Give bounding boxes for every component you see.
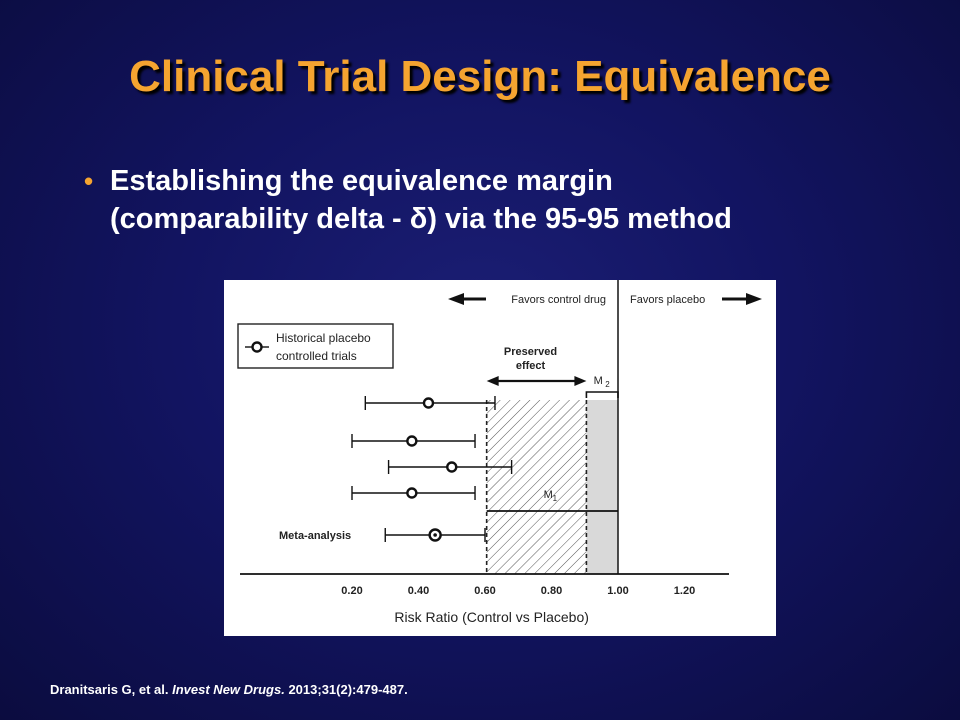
preserved-effect-arrow-right (574, 376, 587, 386)
preserved-effect-label-line-1: Preserved (504, 346, 557, 358)
forest-plot-figure: Favors control drug Favors placebo Histor… (224, 280, 776, 636)
citation: Dranitsaris G, et al. Invest New Drugs. … (50, 682, 408, 697)
x-tick-label-6: 1.20 (674, 585, 695, 597)
trial-2-estimate-marker (406, 435, 418, 447)
bullet-line-1: Establishing the equivalence margin (110, 165, 613, 197)
bullet-line-2: (comparability delta - δ) via the 95-95 … (110, 203, 732, 235)
citation-authors: Dranitsaris G, et al. (50, 682, 169, 697)
citation-reference: 2013;31(2):479-487. (288, 682, 408, 697)
m2-region (586, 400, 618, 574)
trial-1-estimate-marker (422, 397, 435, 409)
forest-plot-chart: Favors control drug Favors placebo Histor… (237, 280, 762, 625)
m2-label-subscript: 2 (605, 380, 610, 389)
preserved-effect-region (486, 400, 587, 574)
x-tick-label-1: 0.20 (341, 585, 362, 597)
legend-label-line-1: Historical placebo (276, 331, 371, 345)
x-tick-label-5: 1.00 (607, 585, 628, 597)
legend-box (237, 323, 394, 369)
x-axis-label: Risk Ratio (Control vs Placebo) (394, 609, 589, 625)
meta-analysis-estimate-dot (433, 533, 437, 537)
favors-placebo-arrow-head (746, 293, 762, 305)
favors-control-arrow-head (448, 293, 464, 305)
bullet-marker: • (84, 166, 94, 196)
preserved-effect-arrow-left (486, 376, 499, 386)
m1-label-subscript: 1 (553, 494, 558, 503)
x-tick-label-3: 0.60 (474, 585, 495, 597)
m2-label: M (594, 375, 603, 387)
x-tick-label-4: 0.80 (541, 585, 562, 597)
trial-3-estimate-marker (446, 461, 458, 473)
header-favors-placebo: Favors placebo (630, 294, 705, 306)
meta-analysis-label: Meta-analysis (279, 530, 351, 542)
x-tick-label-2: 0.40 (408, 585, 429, 597)
slide-title: Clinical Trial Design: Equivalence (129, 52, 831, 101)
legend-marker (251, 341, 263, 353)
legend-label-line-2: controlled trials (276, 349, 357, 363)
header-favors-control: Favors control drug (511, 294, 606, 306)
m1-label: M (544, 489, 553, 501)
preserved-effect-label-line-2: effect (516, 360, 546, 372)
citation-journal: Invest New Drugs. (172, 682, 285, 697)
m2-bracket (585, 391, 619, 398)
bullet-text: Establishing the equivalence margin (com… (110, 162, 910, 238)
trial-4-estimate-marker (406, 487, 418, 499)
